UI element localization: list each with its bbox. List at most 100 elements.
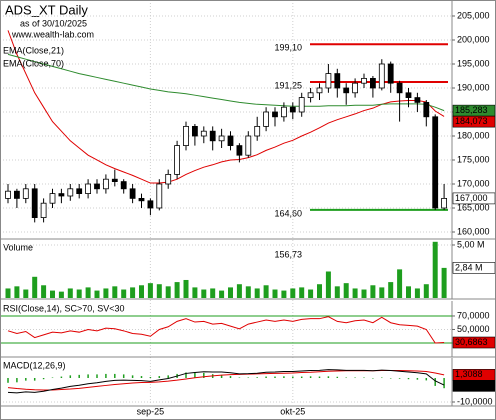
candle-body bbox=[236, 145, 243, 156]
volume-bar bbox=[343, 283, 349, 298]
histogram-bar bbox=[105, 373, 107, 378]
volume-bar bbox=[432, 241, 438, 298]
candle-body bbox=[316, 87, 323, 94]
last-value-label: 185,283 bbox=[455, 105, 488, 115]
histogram-bar bbox=[25, 377, 27, 381]
candle-body bbox=[129, 188, 136, 199]
level-label: 199,10 bbox=[274, 43, 302, 53]
candle-body bbox=[85, 183, 91, 194]
histogram-bar bbox=[318, 376, 321, 378]
annotation: 156,73 bbox=[274, 249, 302, 259]
legend-label: EMA(Close,21) bbox=[3, 45, 64, 55]
histogram-bar bbox=[7, 377, 9, 383]
candle-body bbox=[325, 73, 332, 89]
histogram-bar bbox=[122, 374, 125, 378]
last-value-label: -2,9407 bbox=[455, 380, 486, 390]
panel-title: RSI(Close,14), SC>70, SV<30 bbox=[3, 303, 125, 313]
candle-body bbox=[94, 183, 100, 190]
candle-body bbox=[13, 190, 20, 199]
histogram-bar bbox=[327, 376, 330, 378]
volume-bar bbox=[299, 287, 305, 298]
histogram-bar bbox=[256, 377, 258, 378]
histogram-bar bbox=[16, 377, 18, 383]
histogram-bar bbox=[292, 376, 294, 378]
histogram-bar bbox=[185, 372, 187, 378]
candle-body bbox=[396, 82, 403, 94]
candle-body bbox=[423, 101, 430, 118]
volume-bar bbox=[361, 289, 367, 298]
volume-bar bbox=[379, 287, 385, 298]
candle-body bbox=[369, 77, 376, 89]
last-value-label: 1,3088 bbox=[455, 369, 483, 379]
candle-body bbox=[361, 77, 367, 84]
histogram-bar bbox=[167, 375, 169, 378]
histogram-bar bbox=[96, 374, 98, 378]
candle-body bbox=[263, 111, 270, 127]
y-tick-label: 195,000 bbox=[457, 58, 490, 68]
candle-body bbox=[352, 82, 359, 94]
candle-body bbox=[245, 135, 252, 156]
histogram-bar bbox=[149, 377, 152, 378]
histogram-bar bbox=[372, 377, 374, 379]
y-tick-label: 190,000 bbox=[457, 82, 490, 92]
y-tick-label: 170,000 bbox=[457, 178, 490, 188]
volume-bar bbox=[130, 287, 136, 298]
volume-bar bbox=[165, 286, 171, 298]
candle-body bbox=[40, 202, 47, 218]
candle-body bbox=[49, 193, 56, 204]
candle-body bbox=[31, 188, 38, 218]
candle-body bbox=[280, 106, 287, 118]
histogram-bar bbox=[247, 377, 250, 379]
histogram-bar bbox=[309, 376, 312, 378]
volume-bar bbox=[414, 288, 420, 298]
candle-body bbox=[441, 197, 448, 209]
histogram-bar bbox=[220, 374, 223, 378]
last-value-label: 184,073 bbox=[455, 116, 488, 126]
candle-body bbox=[218, 135, 225, 142]
histogram-bar bbox=[60, 376, 63, 378]
y-tick-label: -10,0000 bbox=[457, 396, 493, 406]
histogram-bar bbox=[363, 377, 365, 379]
volume-bar bbox=[50, 290, 55, 298]
volume-bar bbox=[85, 287, 91, 298]
candle-body bbox=[191, 125, 198, 137]
legend-label: EMA(Close,70) bbox=[3, 58, 64, 68]
histogram-bar bbox=[78, 374, 80, 378]
volume-bar bbox=[406, 286, 411, 298]
x-tick-label: sep-25 bbox=[137, 406, 165, 416]
candle-body bbox=[5, 190, 11, 199]
candle-body bbox=[103, 178, 109, 190]
volume-bar bbox=[67, 288, 73, 298]
candle-body bbox=[272, 111, 278, 118]
volume-bar bbox=[147, 283, 153, 298]
candle-body bbox=[254, 125, 261, 137]
candle-body bbox=[227, 135, 234, 146]
candle-body bbox=[22, 188, 29, 199]
panel-title: Volume bbox=[3, 242, 33, 252]
volume-bar bbox=[139, 285, 144, 298]
subtitle: as of 30/10/2025 bbox=[20, 18, 87, 28]
y-tick-label: 50,0000 bbox=[457, 324, 490, 334]
volume-bar bbox=[183, 279, 189, 298]
candle-body bbox=[289, 106, 296, 113]
y-tick-label: 175,000 bbox=[457, 154, 490, 164]
y-tick-label: 205,000 bbox=[457, 10, 490, 20]
candle-body bbox=[200, 130, 207, 137]
last-value-label: 2,84 M bbox=[455, 262, 483, 272]
histogram-bar bbox=[238, 377, 241, 379]
volume-bar bbox=[370, 285, 376, 298]
volume-bar bbox=[192, 287, 198, 298]
candle-body bbox=[147, 200, 154, 209]
histogram-bar bbox=[416, 377, 419, 380]
candle-body bbox=[209, 130, 216, 142]
histogram-bar bbox=[300, 376, 303, 378]
volume-bar bbox=[174, 282, 180, 298]
level-label: 164,60 bbox=[274, 208, 302, 218]
volume-bar bbox=[308, 289, 314, 298]
candle-body bbox=[138, 197, 145, 202]
candle-body bbox=[378, 63, 385, 89]
volume-bar bbox=[41, 285, 47, 298]
histogram-bar bbox=[336, 376, 339, 378]
ema-line bbox=[7, 53, 445, 112]
y-tick-label: 165,000 bbox=[457, 202, 490, 212]
